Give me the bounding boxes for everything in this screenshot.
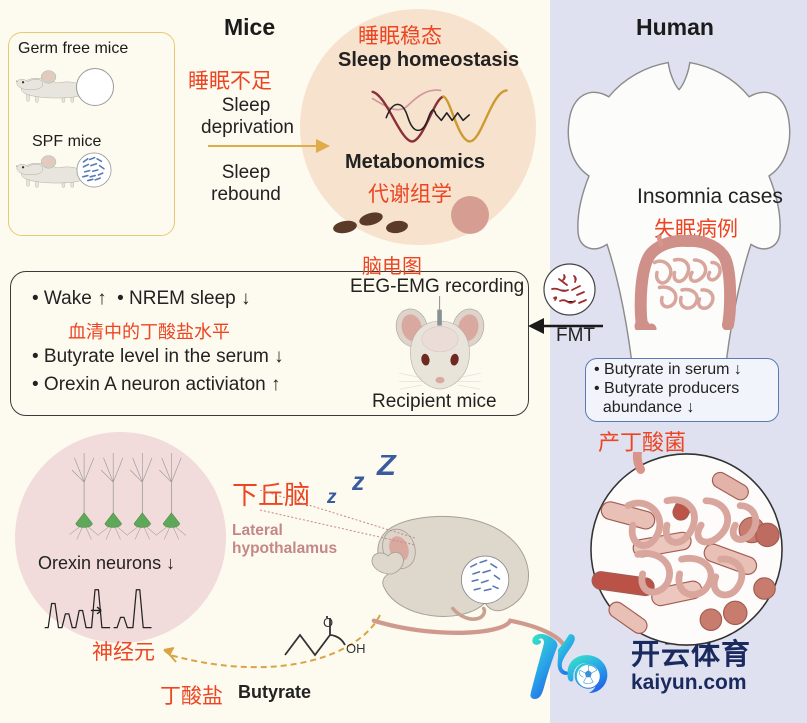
svg-text:OH: OH bbox=[346, 641, 366, 656]
svg-text:O: O bbox=[323, 615, 333, 630]
svg-text:Z: Z bbox=[376, 455, 397, 482]
